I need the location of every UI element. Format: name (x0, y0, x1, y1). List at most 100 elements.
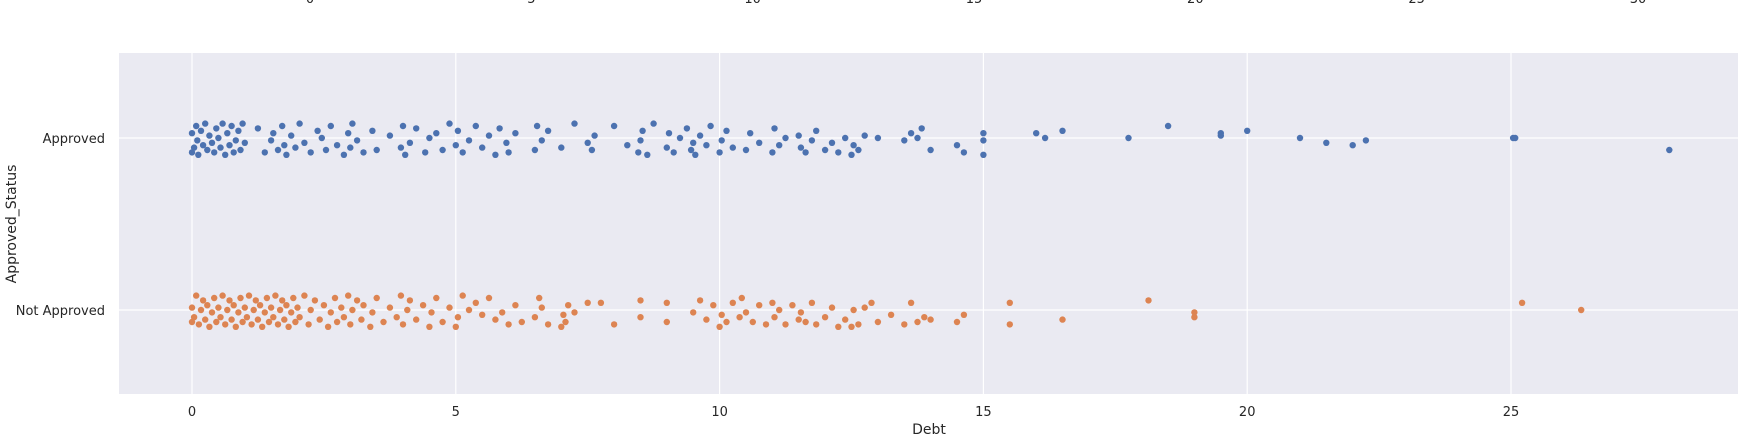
not-approved-point (188, 318, 196, 326)
y-axis-title: Approved_Status (4, 165, 20, 284)
not-approved-point (771, 314, 778, 321)
not-approved-point (202, 316, 209, 323)
approved-point (213, 125, 220, 132)
approved-point (340, 151, 348, 158)
approved-point (197, 127, 205, 134)
approved-point (281, 142, 288, 149)
approved-point (1244, 127, 1251, 134)
not-approved-point (874, 318, 882, 326)
not-approved-point (742, 309, 750, 316)
approved-point (465, 137, 473, 144)
approved-point (584, 139, 591, 146)
not-approved-point (292, 318, 299, 326)
approved-point (1666, 146, 1673, 154)
approved-point (413, 125, 420, 132)
approved-point (279, 122, 286, 130)
approved-point (301, 139, 308, 146)
top-axis-tick-label: 25 (1408, 0, 1425, 7)
approved-point (1362, 137, 1370, 144)
not-approved-point (259, 323, 266, 330)
not-approved-point (1191, 314, 1198, 321)
approved-point (194, 137, 201, 144)
not-approved-point (558, 323, 565, 330)
approved-point (1033, 130, 1040, 137)
not-approved-point (723, 318, 730, 326)
approved-point (1296, 134, 1304, 142)
not-approved-point (914, 318, 921, 326)
approved-point (874, 134, 882, 142)
approved-point (907, 130, 915, 137)
y-axis-ticks: Approved Not Approved (16, 132, 105, 319)
approved-point (771, 125, 778, 132)
x-tick-label: 20 (1239, 405, 1256, 420)
not-approved-point (1006, 299, 1013, 306)
not-approved-point (808, 299, 816, 306)
not-approved-point (208, 309, 216, 316)
not-approved-point (637, 297, 644, 304)
not-approved-point (272, 292, 279, 299)
not-approved-point (531, 314, 539, 321)
not-approved-point (565, 302, 572, 309)
approved-point (918, 125, 925, 132)
approved-point (232, 137, 239, 144)
approved-point (217, 144, 224, 151)
not-approved-point (338, 304, 345, 311)
not-approved-point (597, 299, 605, 306)
approved-point (386, 132, 394, 139)
approved-point (237, 146, 244, 154)
approved-point (369, 127, 376, 134)
approved-point (512, 130, 519, 137)
approved-point (492, 151, 499, 158)
approved-point (206, 132, 213, 139)
not-approved-point (637, 314, 644, 321)
x-tick-label: 15 (975, 405, 992, 420)
approved-point (349, 120, 356, 127)
approved-point (742, 146, 750, 154)
not-approved-point (333, 318, 341, 326)
not-approved-point (204, 302, 211, 309)
approved-point (193, 122, 200, 130)
not-approved-point (703, 316, 710, 323)
approved-point (558, 144, 565, 151)
approved-point (239, 120, 246, 127)
approved-point (855, 146, 862, 154)
approved-point (406, 139, 414, 146)
approved-point (496, 125, 503, 132)
approved-point (927, 146, 934, 154)
not-approved-point (219, 292, 226, 299)
not-approved-point (505, 321, 512, 328)
approved-point (446, 120, 453, 127)
not-approved-point (1059, 316, 1066, 323)
approved-point (296, 120, 303, 127)
approved-point (199, 142, 207, 149)
not-approved-point (797, 309, 805, 316)
not-approved-point (499, 309, 506, 316)
not-approved-point (738, 294, 745, 302)
approved-point (861, 132, 868, 139)
approved-point (696, 132, 704, 139)
not-approved-point (1191, 309, 1198, 316)
approved-point (610, 122, 618, 130)
approved-point (472, 122, 479, 130)
not-approved-point (459, 292, 466, 299)
not-approved-point (296, 314, 303, 321)
top-axis-tick-label: 15 (966, 0, 983, 7)
not-approved-point (1578, 306, 1585, 314)
approved-point (795, 132, 802, 139)
approved-point (333, 142, 341, 149)
top-axis-tick-label: 5 (527, 0, 535, 7)
approved-point (318, 134, 325, 142)
approved-point (360, 149, 367, 156)
not-approved-point (716, 323, 723, 330)
not-approved-point (428, 309, 435, 316)
approved-point (292, 144, 299, 151)
approved-point (747, 130, 754, 137)
approved-point (503, 139, 510, 146)
not-approved-point (762, 321, 770, 328)
not-approved-point (485, 294, 493, 302)
approved-point (797, 144, 805, 151)
not-approved-point (195, 321, 203, 328)
approved-point (588, 146, 596, 154)
top-axis-tick-label: 0 (306, 0, 314, 7)
approved-point (571, 120, 578, 127)
